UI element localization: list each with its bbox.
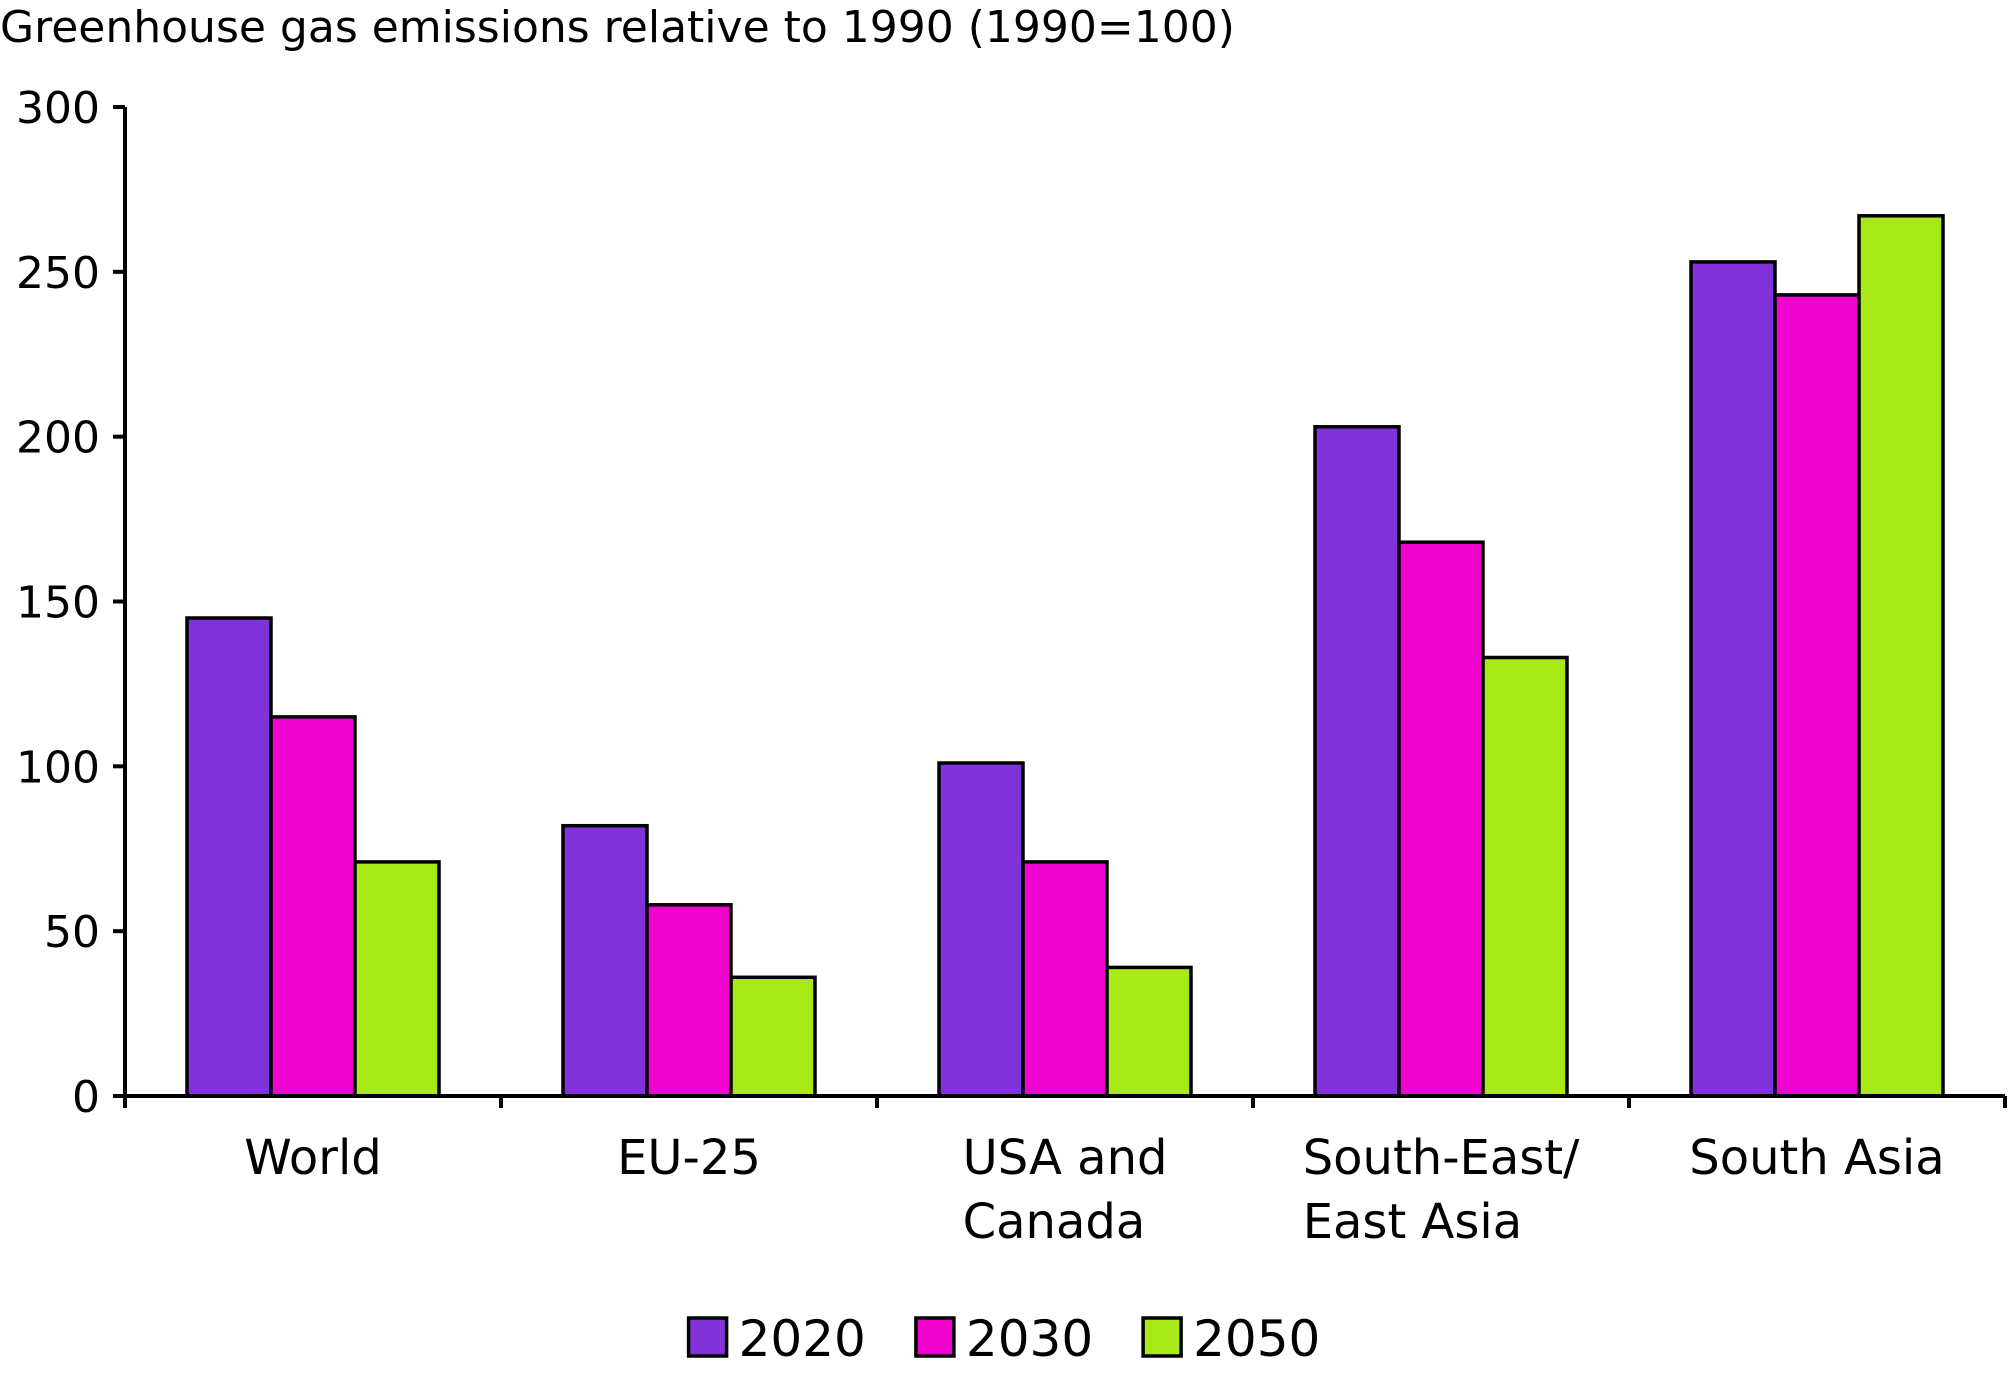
axes: 0 50 100 150 200 250 300 <box>16 83 2007 1123</box>
bar-2050-2 <box>1105 965 1193 1098</box>
bar-2020-4 <box>1689 260 1777 1098</box>
y-tick-label: 0 <box>72 1072 100 1123</box>
legend-swatch-2050 <box>1141 1316 1183 1358</box>
y-tick-label: 200 <box>16 413 100 464</box>
legend-swatch-2020 <box>686 1316 729 1358</box>
bar-2050-1 <box>729 975 817 1098</box>
category-label: EU-25 <box>617 1130 761 1186</box>
legend-label-2050: 2050 <box>1193 1310 1320 1368</box>
bar-2020-0 <box>185 616 273 1098</box>
legend: 2020 2030 2050 <box>686 1310 1320 1368</box>
bar-2030-2 <box>1021 860 1109 1098</box>
category-label: South-East/East Asia <box>1303 1130 1580 1250</box>
y-tick-label: 100 <box>16 742 100 793</box>
category-label: USA and Canada <box>963 1130 1168 1250</box>
bar-2020-1 <box>561 823 649 1098</box>
category-label: World <box>244 1130 382 1186</box>
y-tick-label: 250 <box>16 248 100 299</box>
bar-2020-2 <box>937 761 1025 1098</box>
y-tick-label: 150 <box>16 578 100 629</box>
chart-title: Greenhouse gas emissions relative to 199… <box>0 2 1235 53</box>
bars <box>185 214 1945 1098</box>
bar-2050-4 <box>1857 214 1945 1098</box>
legend-swatch-2030 <box>914 1316 956 1358</box>
bar-2030-4 <box>1773 293 1861 1098</box>
legend-label-2020: 2020 <box>739 1310 866 1368</box>
bar-2050-0 <box>353 860 441 1098</box>
bar-2050-3 <box>1481 655 1569 1098</box>
y-tick-label: 300 <box>16 83 100 134</box>
y-tick-label: 50 <box>44 907 100 958</box>
bar-2030-3 <box>1397 540 1485 1098</box>
bar-2030-0 <box>269 715 357 1098</box>
bar-2030-1 <box>645 903 733 1098</box>
bar-2020-3 <box>1313 425 1401 1098</box>
category-labels: World EU-25 USA and Canada South-East/East A… <box>244 1130 1944 1250</box>
category-label: South Asia <box>1689 1130 1944 1186</box>
legend-label-2030: 2030 <box>966 1310 1093 1368</box>
